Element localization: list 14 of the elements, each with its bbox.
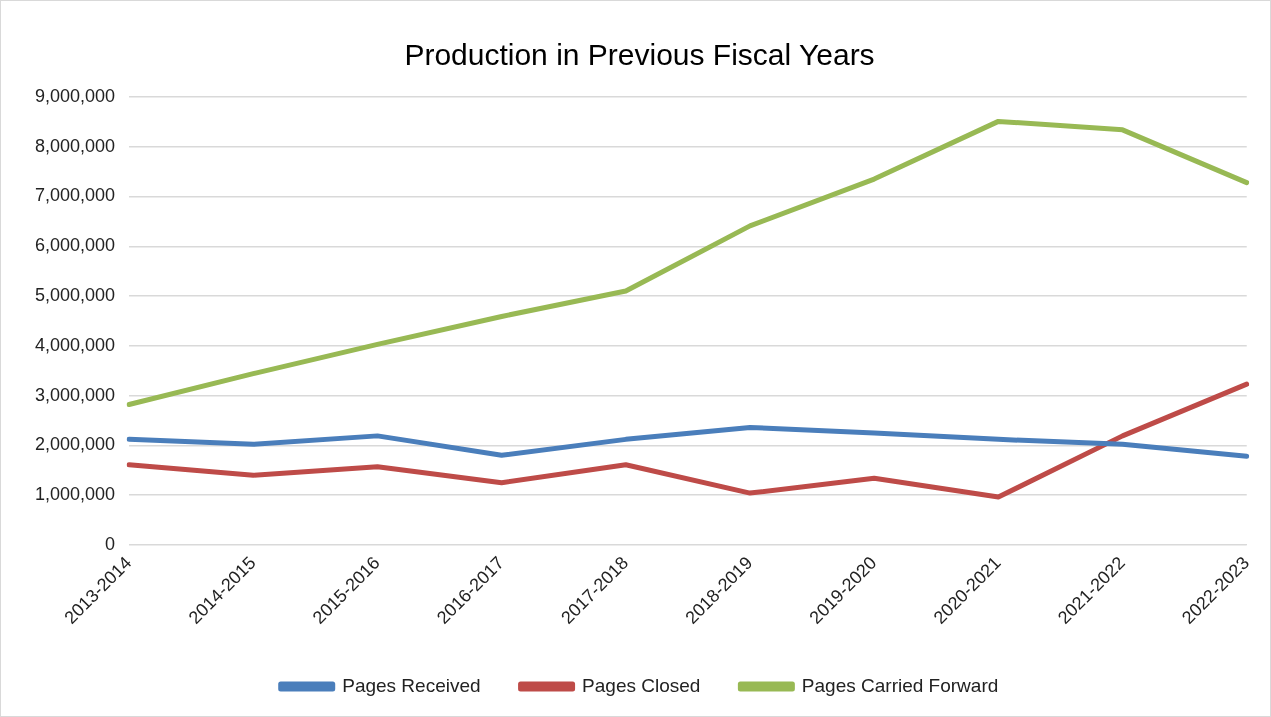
legend-label: Pages Carried Forward — [801, 674, 999, 696]
y-tick-label: 1,000,000 — [35, 484, 116, 505]
legend-label: Pages Closed — [582, 674, 701, 696]
y-tick-label: 2,000,000 — [35, 434, 116, 455]
y-tick-label: 5,000,000 — [35, 285, 116, 306]
legend-label: Pages Received — [342, 674, 481, 696]
chart-title: Production in Previous Fiscal Years — [404, 38, 875, 72]
y-tick-label: 9,000,000 — [35, 85, 116, 106]
y-tick-label: 0 — [105, 533, 116, 554]
y-tick-label: 7,000,000 — [35, 185, 116, 206]
y-tick-label: 8,000,000 — [35, 135, 116, 156]
y-tick-label: 6,000,000 — [35, 235, 116, 256]
y-tick-label: 3,000,000 — [35, 384, 116, 405]
y-tick-label: 4,000,000 — [35, 334, 116, 355]
